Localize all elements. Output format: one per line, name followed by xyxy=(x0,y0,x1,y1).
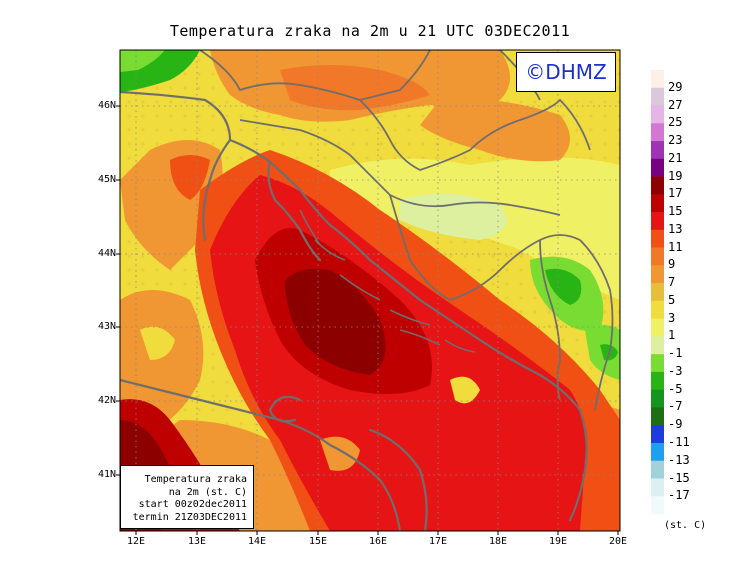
lon-label-15e: 15E xyxy=(308,536,328,547)
colorbar xyxy=(651,70,664,515)
colorbar-label: 5 xyxy=(668,292,676,307)
colorbar-label: 1 xyxy=(668,328,676,343)
colorbar-swatch xyxy=(651,460,664,479)
info-line-4: termin 21Z03DEC2011 xyxy=(132,511,247,523)
colorbar-swatch xyxy=(651,336,664,355)
lon-label-18e: 18E xyxy=(488,536,508,547)
colorbar-swatch xyxy=(651,318,664,337)
info-line-1: Temperatura zraka xyxy=(144,474,247,485)
islands xyxy=(299,209,476,353)
colorbar-swatch xyxy=(651,141,664,160)
colorbar-label: -15 xyxy=(668,470,690,485)
lon-label-20e: 20E xyxy=(608,536,628,547)
axis-ticks xyxy=(116,105,619,535)
colorbar-label: -1 xyxy=(668,346,683,361)
colorbar-label: 21 xyxy=(668,150,683,165)
lon-label-17e: 17E xyxy=(428,536,448,547)
colorbar-label: 11 xyxy=(668,239,683,254)
colorbar-label: 29 xyxy=(668,79,683,94)
colorbar-label: -3 xyxy=(668,363,683,378)
colorbar-swatch xyxy=(651,300,664,319)
colorbar-label: -5 xyxy=(668,381,683,396)
lon-label-16e: 16E xyxy=(368,536,388,547)
lat-label-44n: 44N xyxy=(97,248,116,259)
colorbar-swatch xyxy=(651,283,664,302)
colorbar-swatch xyxy=(651,442,664,462)
lat-label-42n: 42N xyxy=(97,395,116,406)
colorbar-label: 9 xyxy=(668,257,676,272)
colorbar-label: 17 xyxy=(668,186,683,201)
colorbar-swatch xyxy=(651,354,664,373)
lon-label-12e: 12E xyxy=(126,536,146,547)
colorbar-swatch xyxy=(651,247,664,266)
lon-label-13e: 13E xyxy=(187,536,207,547)
colorbar-label: 19 xyxy=(668,168,683,183)
colorbar-swatch xyxy=(651,478,664,497)
colorbar-label: 13 xyxy=(668,221,683,236)
colorbar-units: (st. C) xyxy=(664,520,707,531)
colorbar-swatch xyxy=(651,123,664,142)
colorbar-swatch xyxy=(651,496,664,515)
colorbar-swatch xyxy=(651,212,664,231)
colorbar-swatch xyxy=(651,407,664,426)
colorbar-label: -13 xyxy=(668,452,690,467)
colorbar-label: -11 xyxy=(668,435,690,449)
colorbar-swatch xyxy=(651,176,664,195)
lat-label-41n: 41N xyxy=(97,469,116,480)
lat-label-43n: 43N xyxy=(97,321,116,332)
info-line-3: start 00z02dec2011 xyxy=(138,499,247,510)
colorbar-swatch xyxy=(651,229,664,248)
info-box: Temperatura zraka na 2m (st. C) start 00… xyxy=(120,465,254,529)
colorbar-swatch xyxy=(651,70,664,89)
colorbar-label: -7 xyxy=(668,399,683,414)
colorbar-label: 3 xyxy=(668,310,676,325)
colorbar-label: -17 xyxy=(668,488,690,503)
colorbar-swatch xyxy=(651,105,664,124)
colorbar-label: 15 xyxy=(668,204,683,219)
colorbar-swatch xyxy=(651,87,664,106)
colorbar-swatch xyxy=(651,389,664,408)
colorbar-swatch xyxy=(651,265,664,284)
lon-label-14e: 14E xyxy=(247,536,267,547)
map-frame xyxy=(119,49,621,532)
lat-label-45n: 45N xyxy=(97,174,116,185)
colorbar-swatch xyxy=(651,425,664,444)
temperature-field xyxy=(120,50,620,531)
map-title: Temperatura zraka na 2m u 21 UTC 03DEC20… xyxy=(169,22,571,40)
colorbar-swatch xyxy=(651,158,664,177)
colorbar-label: -9 xyxy=(668,417,683,432)
colorbar-label: 23 xyxy=(668,133,683,147)
lon-label-19e: 19E xyxy=(548,536,568,547)
info-line-2: na 2m (st. C) xyxy=(168,486,247,498)
colorbar-label: 7 xyxy=(668,275,676,290)
colorbar-swatch xyxy=(651,194,664,213)
lat-label-46n: 46N xyxy=(97,100,116,111)
coastline xyxy=(120,90,588,531)
dhmz-watermark: ©DHMZ xyxy=(516,52,616,92)
colorbar-label: 27 xyxy=(668,97,683,112)
colorbar-swatch xyxy=(651,371,664,390)
colorbar-label: 25 xyxy=(668,115,683,130)
